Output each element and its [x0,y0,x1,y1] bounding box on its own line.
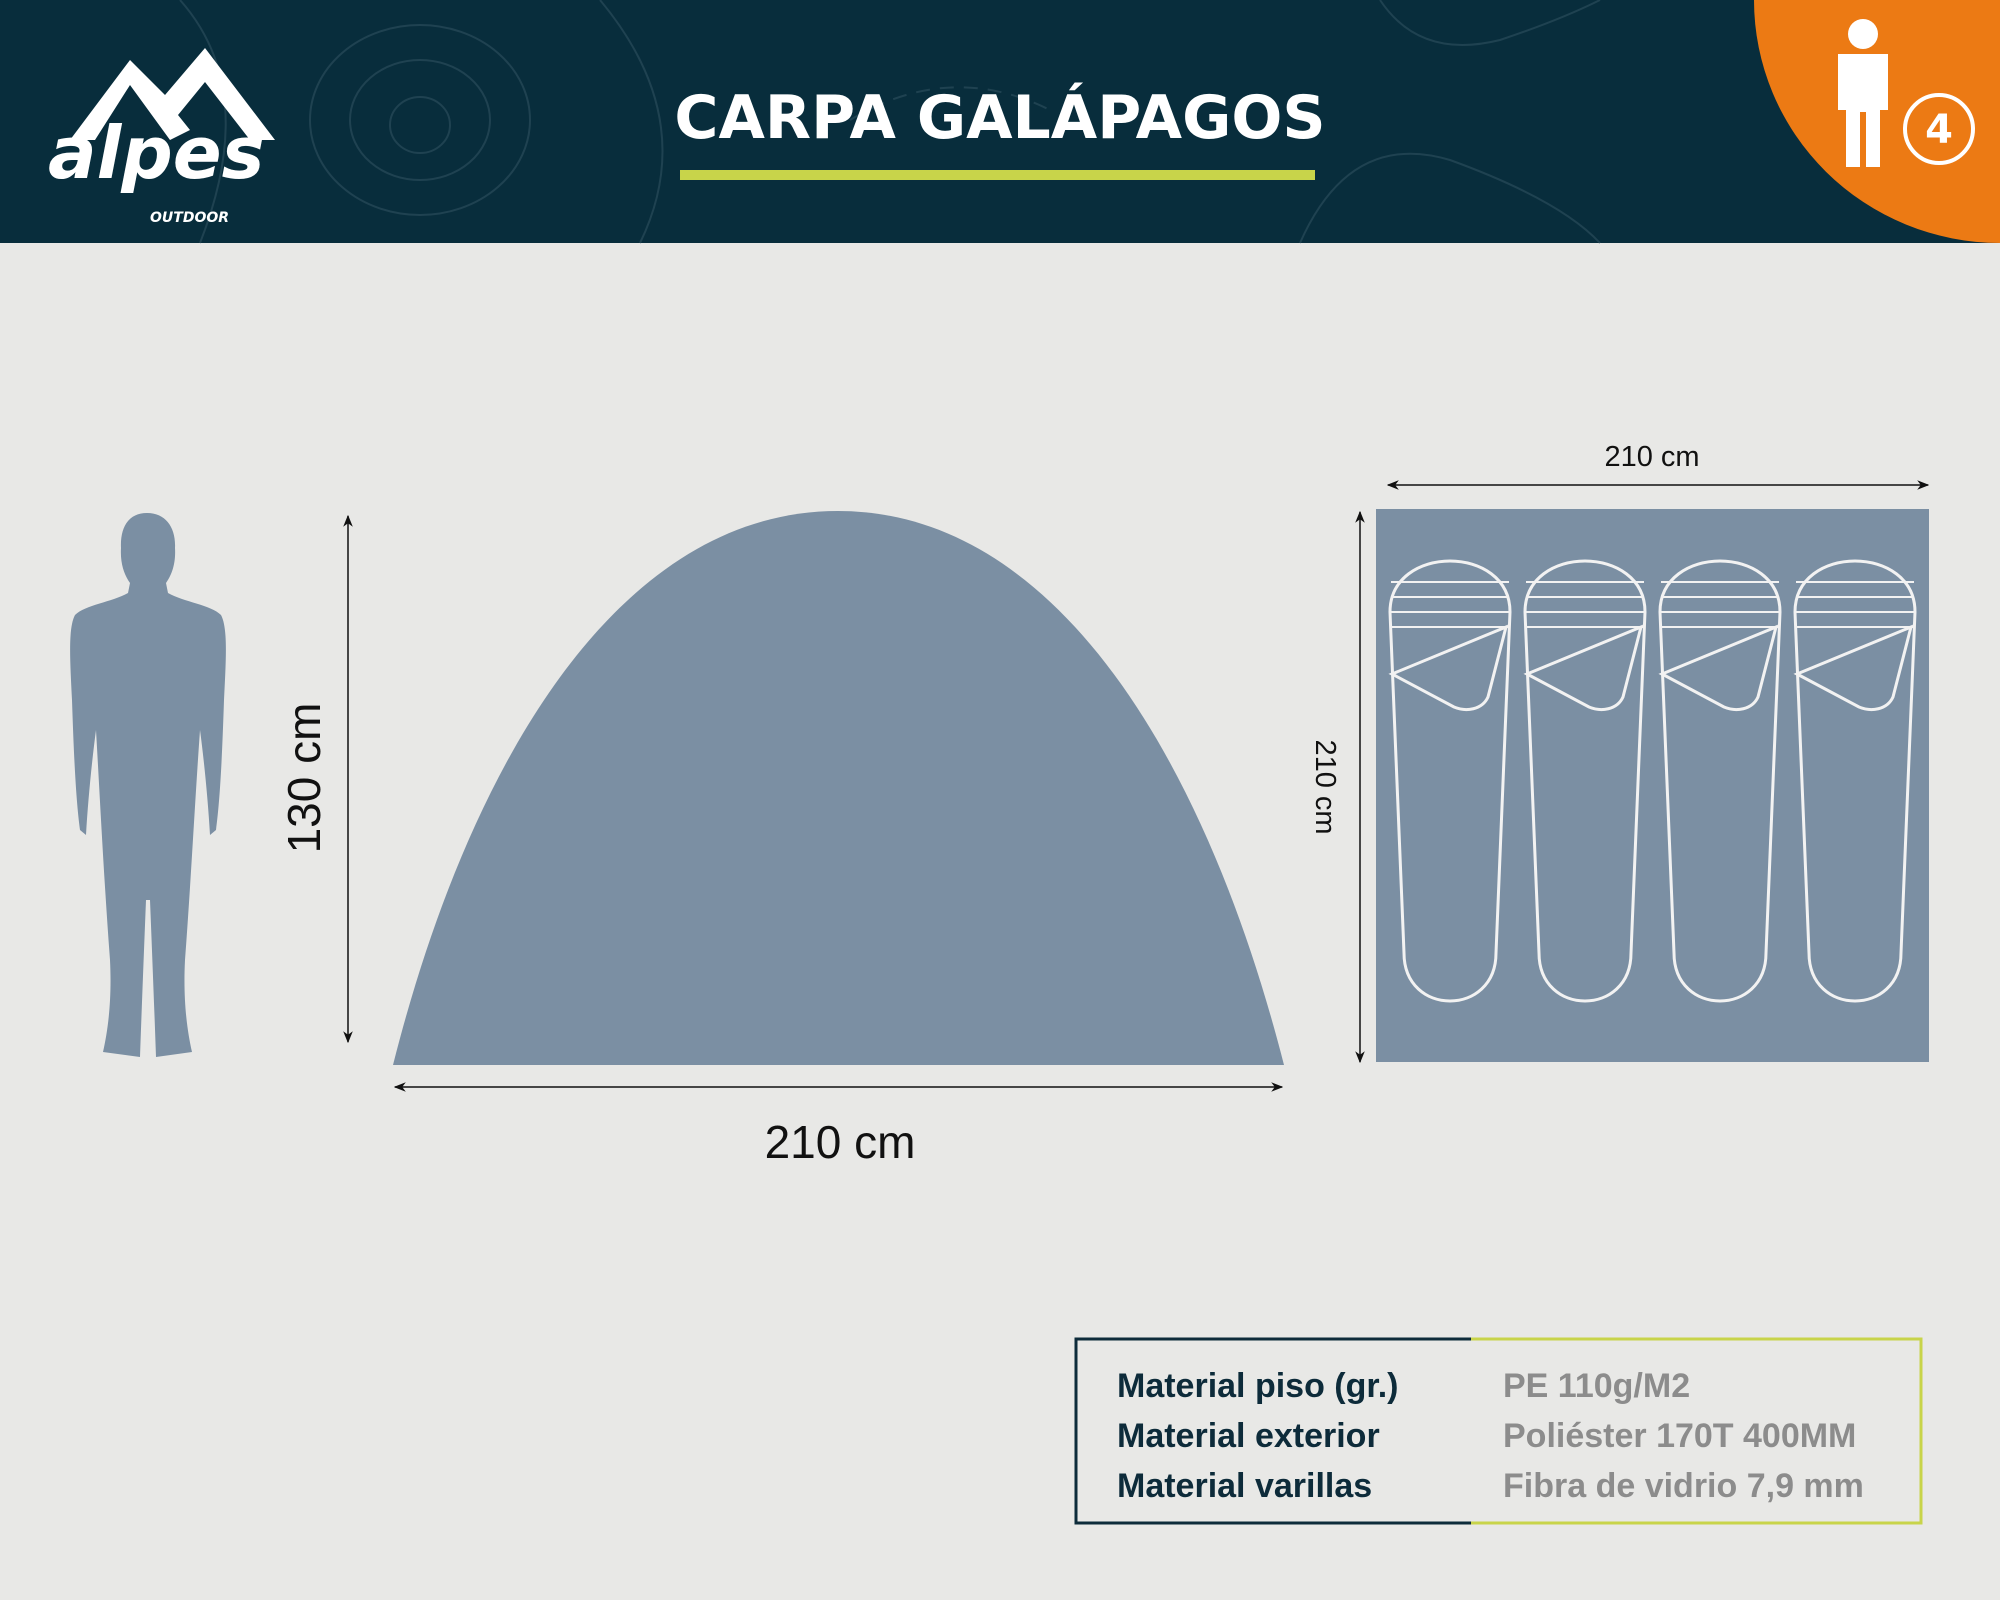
sleeping-bag [1658,559,1782,1003]
title-underline [680,170,1315,180]
page-title: CARPA GALÁPAGOS [674,82,1325,153]
sleeping-bags [1388,559,1917,1003]
sleeping-bag [1388,559,1512,1003]
spec-row: Material exterior Poliéster 170T 400MM [1117,1417,1856,1455]
height-label: 130 cm [278,703,330,854]
floor-length-label: 210 cm [1309,739,1341,834]
spec-value: Poliéster 170T 400MM [1503,1417,1856,1455]
human-silhouette [70,513,226,1057]
spec-row: Material piso (gr.) PE 110g/M2 [1117,1367,1690,1405]
floor-width-label: 210 cm [1604,441,1699,473]
capacity-number: 4 [1925,107,1953,153]
spec-value: PE 110g/M2 [1503,1367,1690,1405]
spec-label: Material varillas [1117,1467,1372,1505]
topographic-pattern [179,0,1601,244]
tent-floor-plan [1376,509,1929,1062]
header: alpes OUTDOOR CARPA GALÁPAGOS 4 [0,0,2000,244]
front-width-label: 210 cm [765,1116,916,1168]
alpes-logo: alpes OUTDOOR [48,48,275,226]
spec-label: Material exterior [1117,1417,1380,1455]
specs-table: Material piso (gr.) PE 110g/M2 Material ex… [1074,1337,1923,1525]
person-icon [1838,19,1888,167]
sleeping-bag [1793,559,1917,1003]
spec-value: Fibra de vidrio 7,9 mm [1503,1467,1864,1505]
spec-label: Material piso (gr.) [1117,1367,1399,1405]
brand-name: alpes [48,111,265,195]
spec-row: Material varillas Fibra de vidrio 7,9 mm [1117,1467,1864,1505]
capacity-circle [1903,93,1975,165]
sleeping-bag [1523,559,1647,1003]
brand-sub: OUTDOOR [150,210,229,226]
tent-front-view [393,511,1284,1065]
